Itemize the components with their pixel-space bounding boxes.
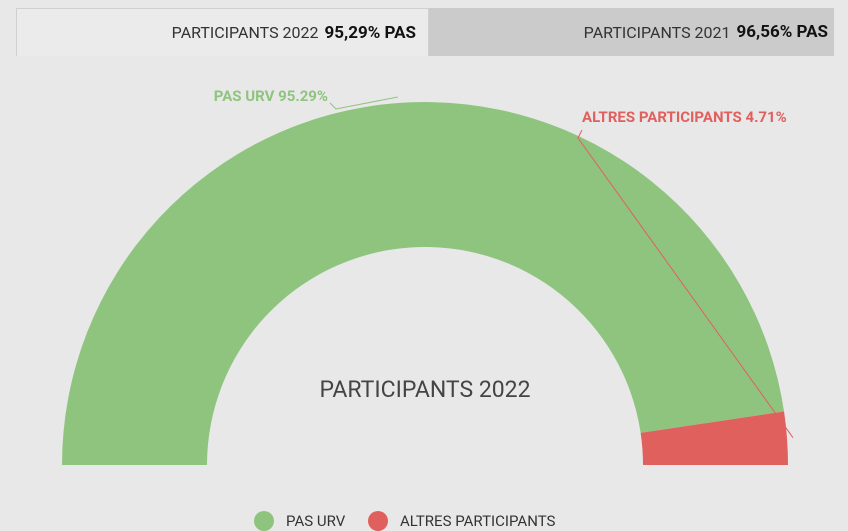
chart-title: PARTICIPANTS 2022 [319, 376, 530, 403]
legend-marker [368, 511, 388, 531]
tab-bar: PARTICIPANTS 2022 95,29% PAS PARTICIPANT… [16, 8, 834, 56]
tab[interactable]: PARTICIPANTS 2021 96,56% PAS [429, 8, 834, 56]
tab-label: PARTICIPANTS 2022 [171, 23, 319, 42]
data-label: PAS URV 95.29% [214, 87, 328, 105]
tab-value: 96,56% PAS [736, 22, 828, 42]
slice [62, 102, 785, 465]
legend-label: ALTRES PARTICIPANTS [400, 512, 556, 530]
label-connector [329, 96, 398, 110]
data-label: ALTRES PARTICIPANTS 4.71% [582, 108, 787, 126]
tab-label: PARTICIPANTS 2021 [583, 22, 731, 42]
legend-marker [254, 511, 274, 531]
label-connector [577, 129, 794, 439]
legend-label: PAS URV [286, 512, 346, 530]
slice [640, 411, 788, 465]
tab[interactable]: PARTICIPANTS 2022 95,29% PAS [16, 8, 429, 56]
tab-value: 95,29% PAS [324, 22, 416, 43]
